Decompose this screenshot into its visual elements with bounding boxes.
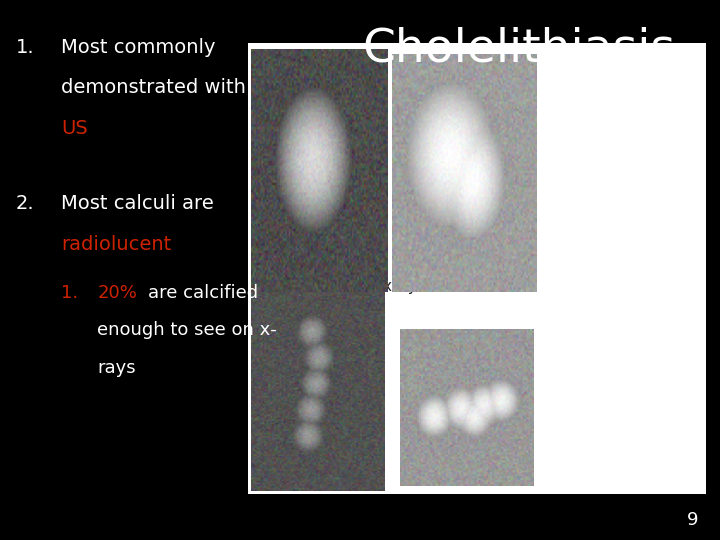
Bar <box>392 54 536 292</box>
Text: 2.: 2. <box>16 194 35 213</box>
Text: www.xray2000.co.uk: www.xray2000.co.uk <box>342 279 501 294</box>
Bar <box>251 49 387 292</box>
Text: are calcified: are calcified <box>148 284 258 301</box>
Text: rays: rays <box>97 359 136 377</box>
Text: 1.: 1. <box>61 284 78 301</box>
Bar <box>251 292 384 491</box>
Text: 9: 9 <box>687 511 698 529</box>
Text: US: US <box>61 119 88 138</box>
Bar <box>248 43 706 494</box>
Text: enough to see on x-: enough to see on x- <box>97 321 277 339</box>
Text: radiolucent: radiolucent <box>61 235 171 254</box>
Text: 1.: 1. <box>16 38 35 57</box>
Text: Most commonly: Most commonly <box>61 38 216 57</box>
Bar <box>400 329 533 486</box>
Text: 20%: 20% <box>97 284 137 301</box>
Text: Most calculi are: Most calculi are <box>61 194 214 213</box>
Text: Cholelithiasis: Cholelithiasis <box>362 27 675 72</box>
Text: demonstrated with: demonstrated with <box>61 78 246 97</box>
